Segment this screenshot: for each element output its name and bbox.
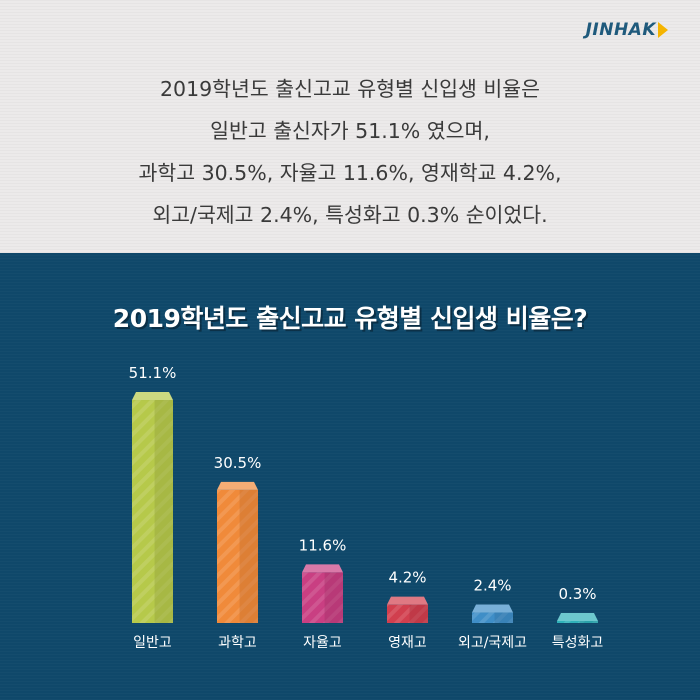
- bar: [557, 621, 598, 623]
- bar-value-label: 0.3%: [558, 585, 596, 603]
- bar-side-shade: [239, 489, 258, 623]
- chart-panel: 2019학년도 출신고교 유형별 신입생 비율은? 51.1% 일반고 30.5% 과…: [0, 253, 700, 700]
- logo-text: JINHAK: [585, 20, 656, 40]
- bar-value-label: 51.1%: [129, 364, 177, 382]
- bar: [217, 489, 258, 623]
- bar-side-shade: [494, 612, 513, 623]
- bar-top: [217, 481, 258, 490]
- bar-group-4: 2.4% 외고/국제고: [458, 577, 527, 651]
- bar-group-3: 4.2% 영재고: [387, 569, 428, 651]
- bar-side-shade: [409, 604, 428, 623]
- bar-category-label: 과학고: [218, 635, 257, 651]
- bar-value-label: 30.5%: [214, 454, 262, 472]
- summary-panel: JINHAK 2019학년도 출신고교 유형별 신입생 비율은 일반고 출신자가…: [0, 0, 700, 253]
- bar-group-5: 0.3% 특성화고: [552, 585, 604, 651]
- summary-line-1: 2019학년도 출신고교 유형별 신입생 비율은: [160, 77, 540, 101]
- bar: [472, 612, 513, 623]
- summary-text: 2019학년도 출신고교 유형별 신입생 비율은 일반고 출신자가 51.1% …: [0, 68, 700, 236]
- bar-group-1: 30.5% 과학고: [214, 454, 262, 651]
- bar-group-0: 51.1% 일반고: [129, 364, 177, 651]
- bar-top: [132, 392, 173, 401]
- jinhak-logo[interactable]: JINHAK: [586, 20, 668, 40]
- bar-top: [387, 596, 428, 605]
- bar-category-label: 특성화고: [552, 635, 604, 651]
- summary-line-4: 외고/국제고 2.4%, 특성화고 0.3% 순이었다.: [152, 203, 548, 227]
- bar: [387, 604, 428, 623]
- summary-line-2: 일반고 출신자가 51.1% 였으며,: [210, 119, 490, 143]
- bar-group-2: 11.6% 자율고: [299, 536, 347, 651]
- bar-value-label: 11.6%: [299, 536, 347, 554]
- bar-top: [472, 604, 513, 613]
- summary-line-3: 과학고 30.5%, 자율고 11.6%, 영재학교 4.2%,: [138, 161, 562, 185]
- bar-side-shade: [324, 572, 343, 623]
- bar-side-shade: [154, 400, 173, 623]
- bar-category-label: 자율고: [303, 635, 342, 651]
- bar: [132, 400, 173, 623]
- chart-title: 2019학년도 출신고교 유형별 신입생 비율은?: [112, 304, 588, 333]
- bar-value-label: 2.4%: [473, 577, 511, 595]
- bar-top: [557, 613, 598, 621]
- bar-category-label: 영재고: [388, 635, 427, 651]
- bar-category-label: 일반고: [133, 635, 172, 651]
- bar: [302, 572, 343, 623]
- bar-category-label: 외고/국제고: [458, 635, 527, 651]
- bar-value-label: 4.2%: [388, 569, 426, 587]
- logo-chevron-icon: [658, 22, 668, 38]
- bar-side-shade: [579, 621, 598, 623]
- bar-top: [302, 564, 343, 573]
- bar-chart: 51.1% 일반고 30.5% 과학고 11.6% 자율고 4.2% 영재고 2.4% 외고/국제…: [129, 364, 604, 651]
